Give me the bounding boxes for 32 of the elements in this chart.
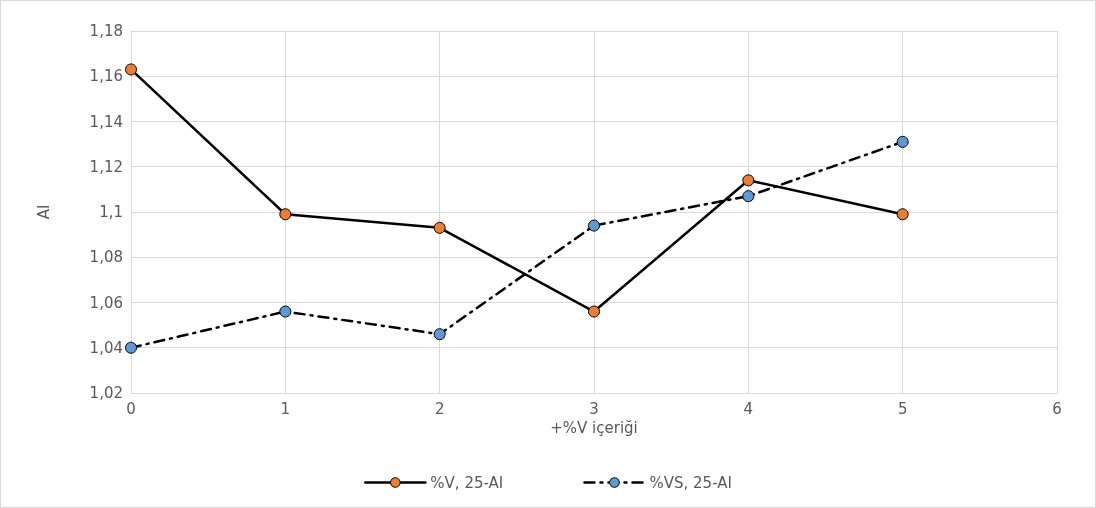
point bbox=[125, 63, 137, 76]
x-tick-label: 4 bbox=[743, 399, 754, 418]
legend-label: %VS, 25-AI bbox=[649, 473, 732, 492]
x-tick-label: 6 bbox=[1052, 399, 1062, 418]
x-tick-label: 0 bbox=[126, 399, 136, 418]
y-tick-label: 1,18 bbox=[89, 22, 123, 40]
point bbox=[896, 208, 909, 221]
x-tick-label: 3 bbox=[589, 399, 599, 418]
point bbox=[279, 208, 292, 221]
y-axis-title: AI bbox=[34, 204, 53, 220]
y-tick-label: 1,1 bbox=[99, 203, 123, 221]
point bbox=[742, 174, 755, 187]
point bbox=[896, 135, 909, 148]
point bbox=[125, 341, 137, 354]
legend-label: %V, 25-AI bbox=[430, 473, 504, 492]
y-tick-label: 1,06 bbox=[89, 293, 123, 312]
x-axis-title: +%V içeriği bbox=[550, 419, 638, 438]
point bbox=[742, 190, 755, 203]
y-tick-label: 1,12 bbox=[89, 157, 123, 176]
y-tick-label: 1,14 bbox=[89, 112, 123, 131]
x-tick-label: 2 bbox=[434, 399, 445, 418]
y-tick-label: 1,08 bbox=[89, 248, 123, 267]
point bbox=[433, 221, 446, 234]
point bbox=[588, 305, 600, 318]
y-tick-label: 1,02 bbox=[89, 384, 123, 402]
x-tick-label: 5 bbox=[897, 399, 908, 418]
y-tick-label: 1,04 bbox=[89, 338, 123, 357]
point bbox=[279, 305, 292, 318]
x-tick-label: 1 bbox=[280, 399, 291, 418]
y-tick-label: 1,16 bbox=[89, 67, 123, 86]
point bbox=[433, 328, 446, 341]
point bbox=[588, 219, 600, 232]
